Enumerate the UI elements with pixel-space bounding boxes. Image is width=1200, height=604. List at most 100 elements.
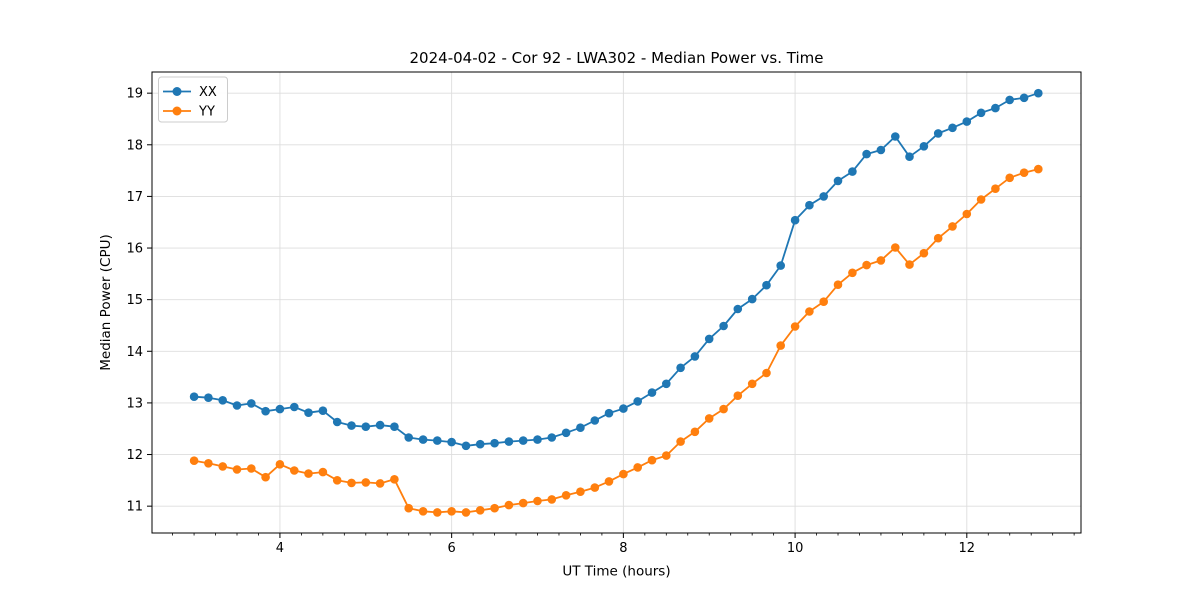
series-YY-marker [261,472,270,482]
series-XX-marker [633,397,642,406]
series-YY-marker [247,464,256,473]
series-XX-marker [662,379,671,389]
series-YY-marker [676,437,685,446]
y-tick-label: 17 [126,190,143,205]
series-XX-marker [347,421,356,430]
series-YY-marker [590,483,600,492]
series-XX-line [194,92,1039,447]
series-XX-marker [1019,93,1029,103]
series-YY-marker [690,427,700,437]
series-YY-marker [518,498,528,508]
series-XX-marker [976,108,986,118]
series-YY-marker [619,469,628,479]
legend-marker-sample [172,106,182,116]
series-YY-marker [447,507,456,516]
series-YY-marker [662,451,671,460]
series-YY-marker [790,322,800,331]
y-tick-label: 14 [126,345,143,360]
chart-title: 2024-04-02 - Cor 92 - LWA302 - Median Po… [410,49,824,67]
series-XX-marker [275,404,285,414]
series-XX-marker [232,401,242,410]
x-tick-label: 10 [787,541,804,556]
x-axis-label: UT Time (hours) [562,564,670,580]
series-YY-marker [1034,164,1043,174]
series-XX-marker [991,103,1000,113]
series-YY-marker [290,466,299,475]
data-series [189,88,1043,517]
series-YY-marker [933,233,943,243]
series-XX-marker [404,433,414,442]
series-XX-marker [690,352,700,361]
y-tick-label: 13 [126,396,143,411]
series-XX-marker [475,439,485,449]
series-XX-marker [933,129,943,138]
y-tick-label: 15 [126,293,143,308]
series-YY-marker [948,222,957,231]
series-YY-marker [232,465,242,474]
series-XX-marker [762,280,771,290]
series-XX-marker [390,422,399,432]
series-XX-marker [676,363,685,373]
legend-box [158,76,228,123]
series-YY-marker [848,268,857,278]
series-YY-marker [390,475,399,484]
series-YY-marker [433,508,442,517]
series-XX-marker [433,436,442,445]
legend: XX YY [158,76,228,123]
series-YY-marker [633,463,642,472]
series-YY-marker [275,460,285,469]
series-YY-marker [533,496,542,506]
y-tick-label: 11 [126,500,143,515]
series-XX-marker [247,399,256,408]
series-YY-marker [805,307,814,316]
series-XX-marker [647,388,657,397]
series-YY-marker [819,297,828,307]
series-YY-marker [561,491,571,500]
series-XX-marker [876,145,886,155]
series-XX-marker [948,123,957,133]
series-YY-marker [719,404,728,414]
series-XX-marker [905,152,914,161]
series-XX-marker [733,304,743,314]
x-tick-label: 4 [276,541,284,556]
series-XX-marker [375,420,385,430]
series-XX-marker [862,149,871,159]
series-XX-marker [361,422,371,432]
series-XX-marker [547,433,557,442]
series-XX-marker [719,321,728,331]
series-XX-marker [848,167,857,176]
legend-entry-label: YY [198,105,215,120]
series-XX-marker [1034,88,1043,98]
y-axis-label: Median Power (CPU) [98,234,114,370]
series-XX-marker [533,435,542,444]
series-YY-marker [461,508,471,517]
series-YY-marker [318,467,328,477]
series-XX-marker [189,392,199,402]
series-XX-marker [204,393,213,403]
series-XX-marker [1005,95,1014,105]
series-XX-marker [290,402,299,412]
series-YY-marker [1019,168,1029,177]
tick-labels: 4 6 8 10 12 11 12 13 14 15 16 17 18 19 [126,87,975,556]
series-YY-marker [332,476,342,485]
y-tick-label: 18 [126,138,143,153]
series-YY-marker [991,184,1000,193]
series-XX-marker [819,192,828,201]
series-YY-marker [919,248,929,258]
series-XX-marker [604,408,614,418]
series-XX-marker [590,416,600,425]
series-XX-marker [704,334,714,344]
series-YY-line [193,168,1039,514]
series-XX-marker [332,417,342,427]
series-YY-marker [1005,173,1014,183]
series-YY-marker [347,478,356,488]
series-YY-marker [647,455,657,465]
series-XX-marker [261,406,270,416]
series-XX-marker [318,406,328,416]
series-YY-marker [504,500,514,510]
y-tick-label: 16 [126,242,143,257]
series-YY-marker [733,391,743,401]
series-YY-marker [962,209,972,219]
series-YY-marker [762,368,771,378]
